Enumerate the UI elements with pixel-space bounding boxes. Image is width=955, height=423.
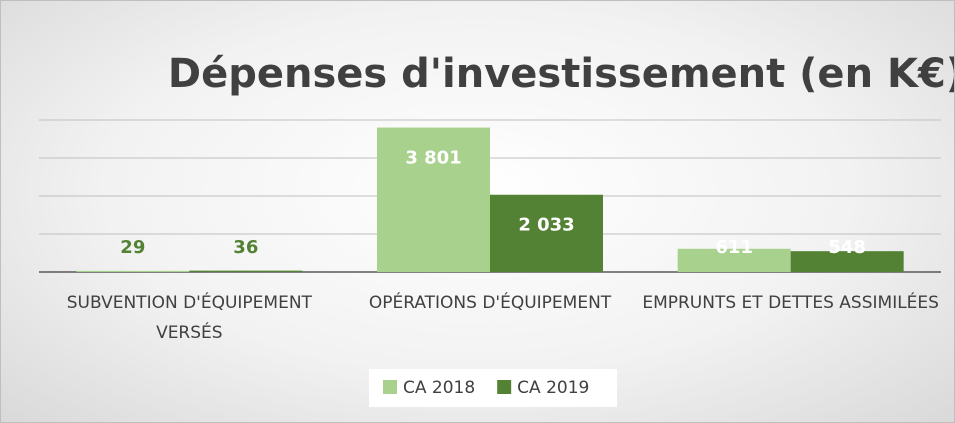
- bar: [377, 127, 490, 272]
- bar: [677, 248, 791, 272]
- x-tick-label: SUBVENTION D'ÉQUIPEMENT VERSÉS: [66, 293, 312, 343]
- x-tick-label: OPÉRATIONS D'ÉQUIPEMENT: [368, 293, 612, 313]
- bar: [790, 251, 904, 272]
- legend-box: [369, 369, 617, 407]
- data-label: 36: [233, 237, 258, 258]
- data-label: 29: [120, 237, 145, 258]
- data-label: 3 801: [405, 148, 461, 169]
- bar: [76, 270, 190, 272]
- legend-swatch: [497, 380, 512, 394]
- bar: [490, 194, 603, 272]
- data-label: 611: [715, 237, 753, 258]
- chart-title: Dépenses d'investissement (en K€): [168, 51, 954, 97]
- data-label: 2 033: [518, 215, 574, 236]
- legend-label: CA 2019: [517, 378, 589, 398]
- x-tick-label: EMPRUNTS ET DETTES ASSIMILÉES: [642, 293, 939, 313]
- bar: [189, 270, 303, 272]
- data-label: 548: [828, 237, 866, 258]
- legend-label: CA 2018: [403, 378, 475, 398]
- legend-swatch: [383, 380, 397, 394]
